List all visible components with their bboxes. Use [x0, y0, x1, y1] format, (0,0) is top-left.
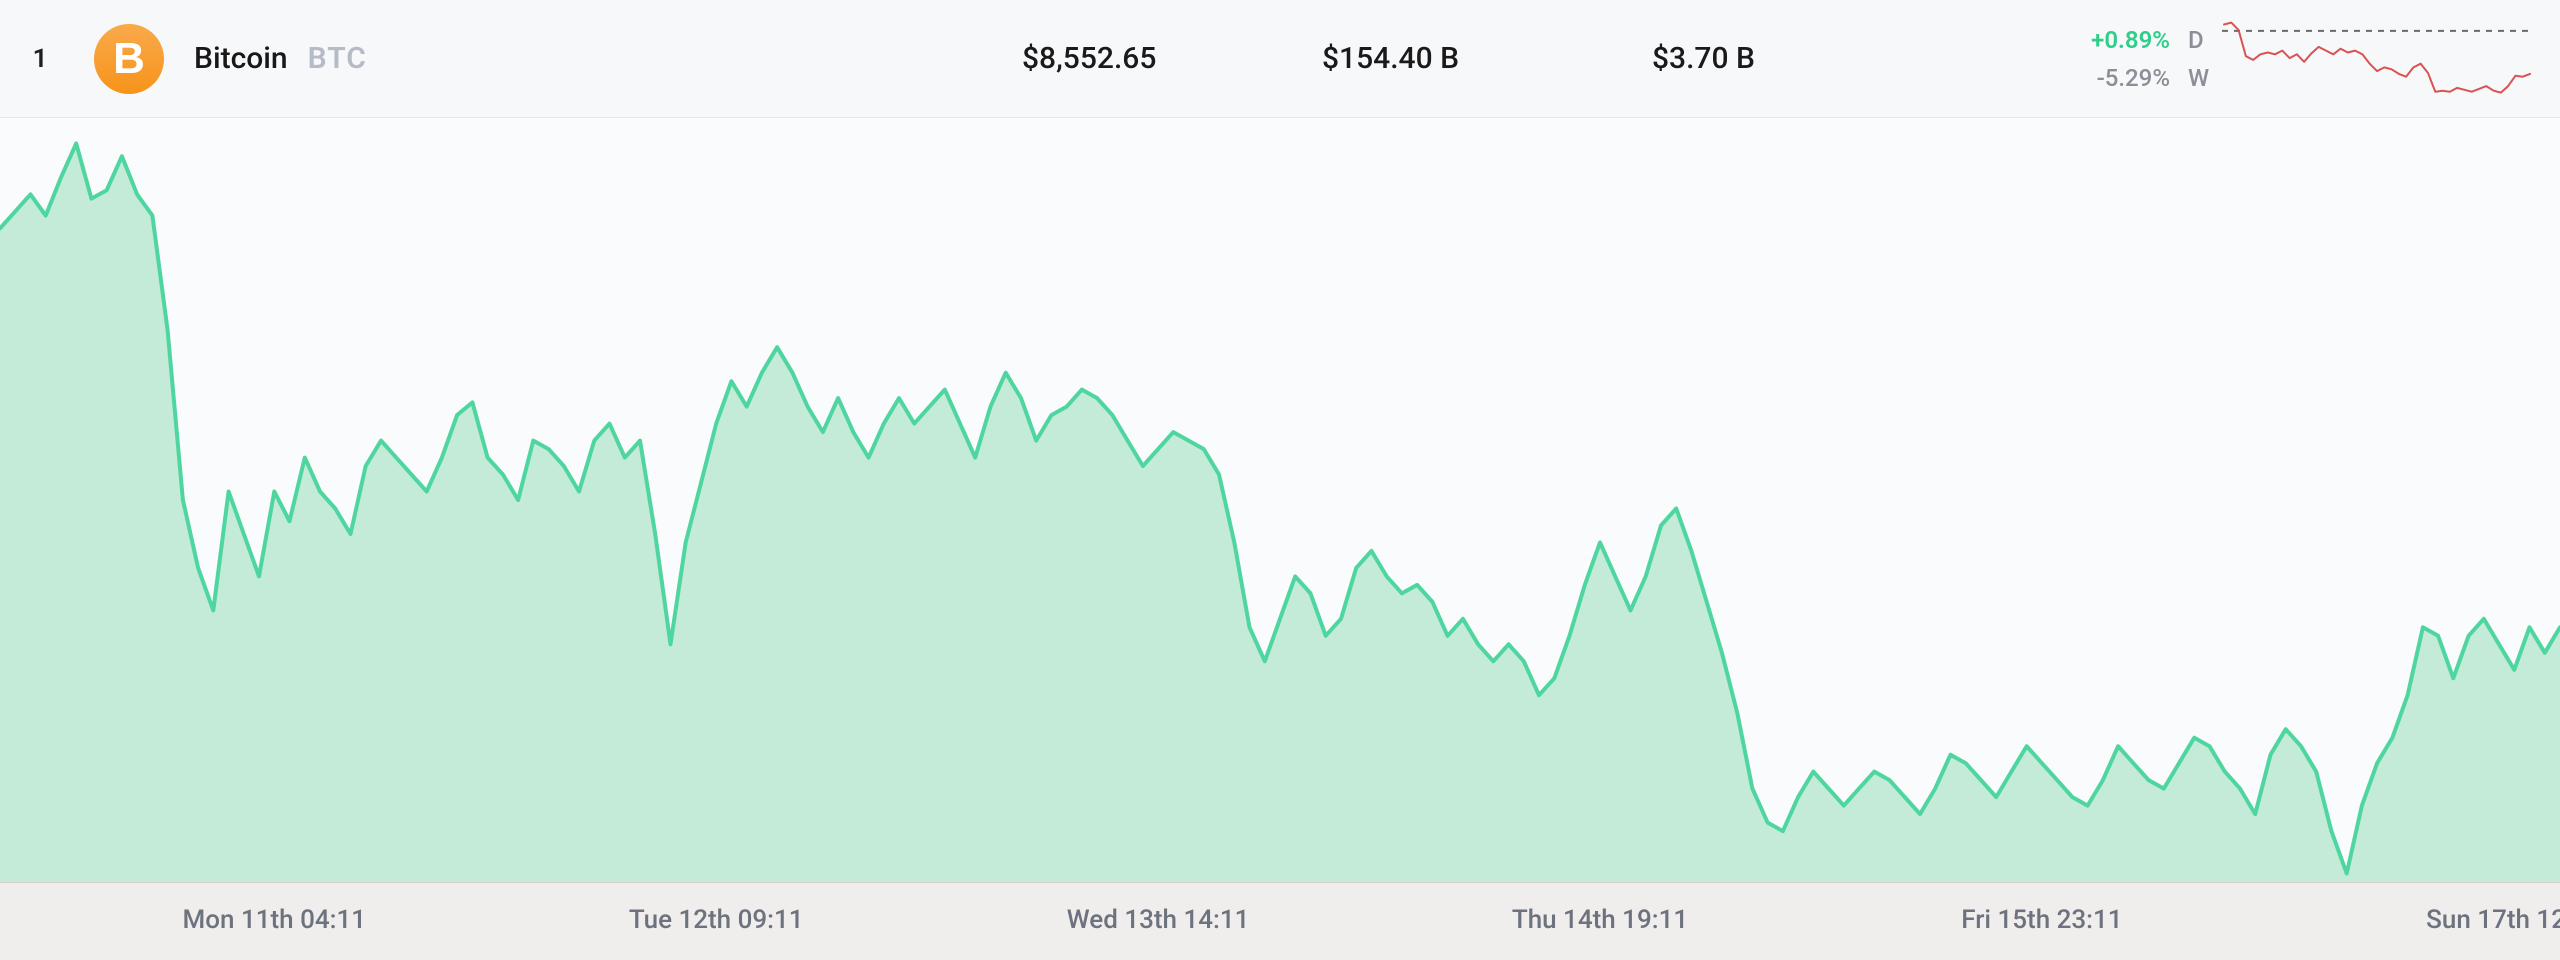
sparkline-line [2224, 22, 2530, 92]
bitcoin-icon: B [94, 24, 164, 94]
change-day-line: +0.89% D [2091, 26, 2214, 54]
x-tick-label: Sun 17th 12:11 [2426, 905, 2560, 935]
x-tick-label: Wed 13th 14:11 [1067, 905, 1250, 935]
coin-volume: $3.70 B [1652, 41, 2022, 76]
bitcoin-icon-glyph: B [113, 34, 145, 84]
change-day-pct: +0.89% [2091, 26, 2170, 54]
coin-rank: 1 [18, 44, 62, 74]
change-week-line: -5.29% W [2097, 64, 2214, 92]
chart-svg [0, 118, 2560, 882]
change-week-pct: -5.29% [2097, 64, 2170, 92]
coin-row[interactable]: 1 B Bitcoin BTC $8,552.65 $154.40 B $3.7… [0, 0, 2560, 118]
coin-price: $8,552.65 [1022, 41, 1322, 76]
coin-sparkline [2222, 15, 2532, 103]
x-tick-label: Fri 15th 23:11 [1961, 905, 2122, 935]
coin-changes: +0.89% D -5.29% W [2022, 26, 2222, 92]
x-tick-label: Thu 14th 19:11 [1512, 905, 1688, 935]
coin-name: Bitcoin [194, 41, 288, 76]
coin-market-cap: $154.40 B [1322, 41, 1652, 76]
coin-ticker: BTC [308, 41, 367, 76]
x-tick-label: Mon 11th 04:11 [183, 905, 367, 935]
chart-x-axis: Mon 11th 04:11 Tue 12th 09:11 Wed 13th 14:… [0, 882, 2560, 960]
change-day-label: D [2188, 26, 2214, 54]
x-tick-label: Tue 12th 09:11 [629, 905, 804, 935]
main-chart[interactable]: Mon 11th 04:11 Tue 12th 09:11 Wed 13th 14:… [0, 118, 2560, 960]
change-week-label: W [2188, 64, 2214, 92]
